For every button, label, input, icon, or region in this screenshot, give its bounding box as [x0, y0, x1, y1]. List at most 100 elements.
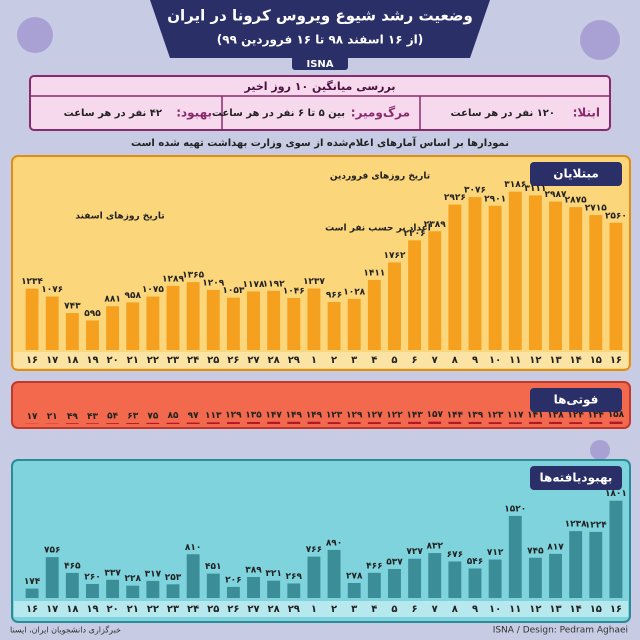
- bar: [106, 579, 120, 598]
- value-label: ۱۴۴: [447, 410, 464, 420]
- value-label: ۱۴۹: [306, 410, 323, 420]
- x-tick-label: ۱: [311, 604, 317, 615]
- x-tick-label: ۲۲: [147, 355, 159, 366]
- value-label: ۴۶۵: [64, 561, 81, 571]
- x-tick-label: ۱۷: [46, 604, 58, 615]
- x-tick-label: ۸: [452, 604, 458, 615]
- value-label: ۱۲۸۹: [162, 274, 184, 284]
- annotation: تاریخ روزهای فروردین: [330, 172, 430, 182]
- value-label: ۹۵۸: [124, 291, 141, 301]
- x-tick-label: ۶: [412, 355, 418, 366]
- value-label: ۱۳۸: [547, 410, 564, 420]
- value-label: ۷۵۶: [44, 546, 60, 556]
- note: نمودارها بر اساس آمارهای اعلام‌شده از سو…: [131, 136, 509, 149]
- value-label: ۸۱۰: [185, 543, 201, 553]
- x-tick-label: ۴: [371, 604, 377, 615]
- annotation: اعداد بر حسب نفر است: [325, 224, 431, 234]
- value-label: ۲۹۸۷: [545, 190, 567, 200]
- bar: [488, 205, 502, 350]
- x-tick-label: ۶: [412, 604, 418, 615]
- bar: [267, 580, 281, 598]
- summary-text: ۴۲ نفر در هر ساعت: [64, 108, 162, 119]
- value-label: ۷۶۶: [306, 545, 322, 555]
- bar: [126, 585, 140, 598]
- x-tick-label: ۱۷: [46, 355, 58, 366]
- credit: ISNA / Design: Pedram Aghaei: [493, 626, 628, 636]
- x-tick-label: ۲۰: [106, 604, 118, 615]
- bar: [347, 298, 361, 350]
- value-label: ۱۳۶۵: [182, 271, 204, 281]
- value-label: ۷۴۵: [527, 546, 544, 556]
- x-tick-label: ۱۹: [86, 604, 98, 615]
- value-label: ۱۸۰۱: [605, 489, 627, 499]
- value-label: ۵۳۷: [386, 558, 403, 568]
- value-label: ۲۸۷۵: [565, 196, 587, 206]
- x-tick-label: ۲۴: [187, 355, 199, 366]
- bar: [569, 531, 583, 598]
- value-label: ۱۴۱: [527, 410, 543, 420]
- value-label: ۸۹۰: [326, 538, 342, 548]
- summary-text: بین ۵ تا ۶ نفر در هر ساعت: [212, 108, 345, 119]
- value-label: ۳۲۱: [265, 569, 281, 579]
- bar: [367, 279, 381, 350]
- x-tick-label: ۵: [391, 604, 397, 615]
- bar: [287, 298, 301, 350]
- value-label: ۳۳۷: [104, 568, 121, 578]
- value-label: ۲۲۰۶: [404, 229, 426, 239]
- chart-tab: [530, 388, 622, 412]
- bar: [287, 421, 301, 424]
- x-tick-label: ۷: [432, 355, 438, 366]
- value-label: ۱۴۹: [286, 410, 303, 420]
- bar: [549, 553, 562, 598]
- bar: [146, 580, 160, 598]
- value-label: ۱۷: [27, 412, 38, 422]
- bar: [247, 291, 260, 350]
- bar: [569, 207, 583, 350]
- x-tick-label: ۱۵: [590, 604, 602, 615]
- value-label: ۲۹۰۱: [484, 194, 506, 204]
- value-label: ۱۷۶۲: [383, 251, 405, 261]
- bar: [589, 421, 603, 424]
- bar: [25, 288, 39, 350]
- bar: [146, 296, 160, 350]
- bar: [86, 583, 99, 598]
- bar: [528, 195, 542, 350]
- value-label: ۱۳۹: [467, 410, 484, 420]
- bar: [247, 576, 260, 598]
- bar: [388, 262, 401, 350]
- x-tick-label: ۹: [472, 604, 478, 615]
- x-tick-label: ۱۲: [529, 355, 541, 366]
- bar: [528, 557, 542, 598]
- bar: [226, 422, 240, 424]
- summary-label: مرگ‌ومیر:: [351, 105, 410, 121]
- value-label: ۹۶۶: [326, 290, 342, 300]
- x-tick-label: ۲۱: [127, 604, 139, 615]
- bar: [448, 204, 462, 350]
- bar: [367, 572, 381, 598]
- x-tick-label: ۳: [351, 604, 357, 615]
- value-label: ۱۴۷: [265, 410, 282, 420]
- bar: [226, 297, 240, 350]
- chart-title: فوتی‌ها: [554, 393, 599, 408]
- value-label: ۱۰۲۸: [343, 287, 365, 297]
- bar: [106, 423, 120, 424]
- x-tick-label: ۲۶: [227, 355, 239, 366]
- x-tick-label: ۷: [432, 604, 438, 615]
- subtitle: (از ۱۶ اسفند ۹۸ تا ۱۶ فروردین ۹۹): [217, 33, 423, 48]
- value-label: ۱۵۷: [426, 410, 443, 420]
- value-label: ۱۲۴: [567, 411, 584, 421]
- value-label: ۱۲۳: [326, 411, 343, 421]
- x-tick-label: ۱۸: [66, 604, 78, 615]
- value-label: ۱۱۷۸: [243, 280, 265, 290]
- source: خبرگزاری دانشجویان ایران، ایسنا: [10, 625, 121, 635]
- value-label: ۴۹: [67, 412, 78, 422]
- bar: [488, 422, 502, 424]
- bar: [126, 423, 140, 424]
- chart-tab: [530, 162, 622, 186]
- x-tick-label: ۲۹: [288, 604, 300, 615]
- x-tick-label: ۲۷: [247, 355, 259, 366]
- category-strip: [14, 601, 628, 617]
- bar: [589, 531, 603, 598]
- bar: [609, 222, 623, 350]
